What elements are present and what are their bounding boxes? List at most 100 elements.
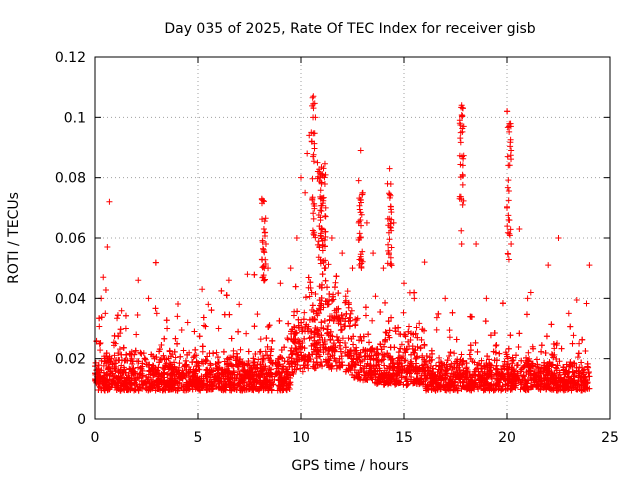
data-point <box>582 373 589 380</box>
data-point <box>152 305 159 312</box>
data-point <box>384 350 391 357</box>
data-point <box>545 383 552 390</box>
data-point <box>196 366 203 373</box>
data-point <box>316 297 323 304</box>
data-point <box>111 365 118 372</box>
data-point <box>382 299 389 306</box>
data-point <box>492 365 499 372</box>
data-point <box>510 378 517 385</box>
data-point <box>578 359 585 366</box>
data-point <box>114 384 121 391</box>
data-point <box>449 309 456 316</box>
data-point <box>350 333 357 340</box>
data-point <box>237 379 244 386</box>
data-point <box>371 368 378 375</box>
data-point <box>134 311 141 318</box>
data-point <box>334 337 341 344</box>
data-point <box>575 381 582 388</box>
data-point <box>203 357 210 364</box>
data-point <box>248 364 255 371</box>
data-point <box>427 362 434 369</box>
data-point <box>153 378 160 385</box>
data-point <box>143 380 150 387</box>
data-point <box>173 378 180 385</box>
data-point <box>448 366 455 373</box>
data-point <box>232 357 239 364</box>
data-point <box>254 361 261 368</box>
data-point <box>510 357 517 364</box>
data-point <box>432 362 439 369</box>
data-point <box>422 363 429 370</box>
data-point <box>507 385 514 392</box>
data-point <box>540 364 547 371</box>
data-point <box>423 353 430 360</box>
data-point <box>516 330 523 337</box>
data-point <box>397 345 404 352</box>
data-point <box>395 380 402 387</box>
data-point <box>179 375 186 382</box>
data-point <box>331 284 338 291</box>
data-point <box>224 371 231 378</box>
data-point <box>376 374 383 381</box>
data-point <box>435 310 442 317</box>
data-point <box>118 362 125 369</box>
data-point <box>291 366 298 373</box>
data-point <box>478 357 485 364</box>
data-point <box>456 367 463 374</box>
data-point <box>466 351 473 358</box>
data-point <box>245 357 252 364</box>
data-point <box>553 341 560 348</box>
data-point <box>252 366 259 373</box>
data-point <box>132 376 139 383</box>
data-point <box>543 333 550 340</box>
data-point <box>402 333 409 340</box>
data-point <box>251 359 258 365</box>
data-point <box>200 380 207 387</box>
data-point <box>301 335 308 342</box>
data-point <box>219 367 226 374</box>
data-point <box>141 355 148 362</box>
data-point <box>324 330 331 337</box>
grid-lines <box>95 57 610 419</box>
data-point <box>148 365 155 372</box>
data-point <box>548 368 555 375</box>
data-point <box>362 312 369 319</box>
data-point <box>355 354 362 361</box>
data-point <box>137 349 144 356</box>
data-point <box>100 385 107 392</box>
data-point <box>232 384 239 391</box>
data-point <box>319 271 326 278</box>
data-point <box>122 312 129 319</box>
data-point <box>443 361 450 368</box>
data-point <box>457 356 464 363</box>
data-point <box>101 381 108 388</box>
data-point <box>286 385 293 392</box>
data-point <box>414 334 421 341</box>
data-point <box>223 292 230 299</box>
data-point <box>328 363 335 370</box>
data-point <box>386 354 393 361</box>
data-point <box>306 335 313 342</box>
data-point <box>396 354 403 361</box>
data-point <box>143 373 150 380</box>
data-point <box>421 341 428 348</box>
data-point <box>356 337 362 344</box>
data-point <box>507 332 514 339</box>
data-point <box>315 331 322 338</box>
data-point <box>291 330 298 337</box>
data-point <box>131 387 138 394</box>
data-point <box>467 381 474 388</box>
data-point <box>118 307 125 314</box>
data-point <box>496 350 503 357</box>
data-point <box>484 353 491 360</box>
data-point <box>483 359 490 366</box>
data-point <box>115 357 122 364</box>
data-point <box>175 300 182 307</box>
data-point <box>224 360 231 367</box>
data-point <box>228 362 235 369</box>
data-point <box>226 311 233 318</box>
data-point <box>204 353 211 360</box>
data-point <box>360 333 367 340</box>
data-point <box>342 350 349 357</box>
